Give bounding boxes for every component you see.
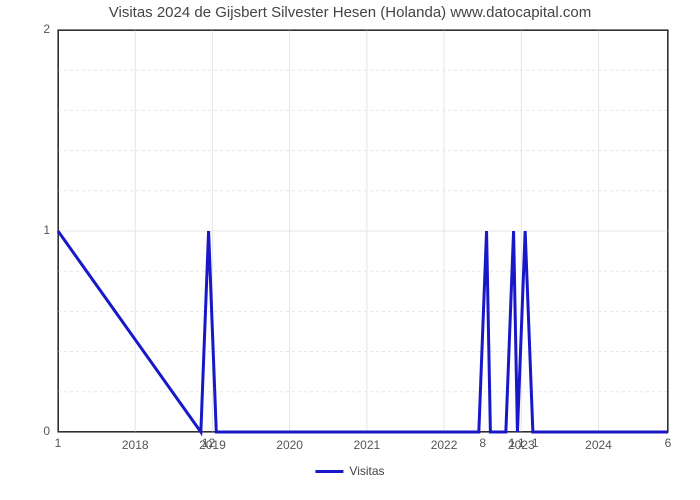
point-label: 6 [656, 436, 680, 450]
y-tick-label: 2 [30, 22, 50, 36]
point-label: 8 [471, 436, 495, 450]
y-tick-label: 1 [30, 223, 50, 237]
chart-svg [0, 0, 700, 500]
point-label: 12 [197, 436, 221, 450]
x-tick-label: 2021 [347, 438, 387, 452]
x-tick-label: 2020 [270, 438, 310, 452]
x-tick-label: 2024 [579, 438, 619, 452]
data-line [58, 231, 668, 432]
point-label: 1 [46, 436, 70, 450]
x-tick-label: 2022 [424, 438, 464, 452]
chart-container: Visitas 2024 de Gijsbert Silvester Hesen… [0, 0, 700, 500]
point-label: 1 [523, 436, 547, 450]
x-tick-label: 2018 [115, 438, 155, 452]
